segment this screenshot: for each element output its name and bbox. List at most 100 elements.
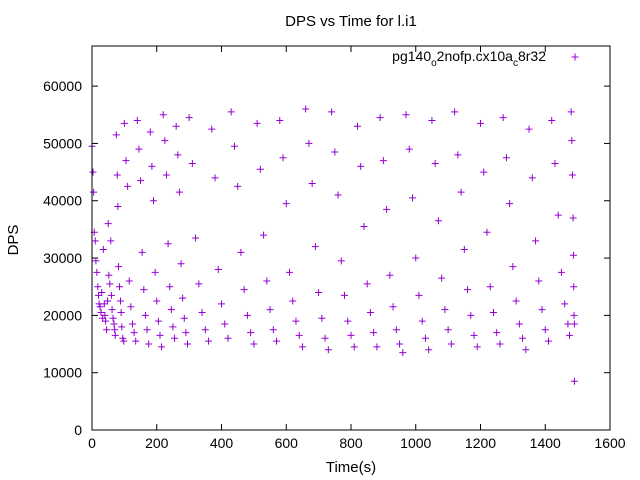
data-point xyxy=(483,228,491,236)
data-point xyxy=(321,334,329,342)
data-point xyxy=(551,159,559,167)
data-point xyxy=(182,329,190,337)
data-point xyxy=(569,251,577,259)
data-point xyxy=(179,294,187,302)
data-point xyxy=(159,111,167,119)
data-point xyxy=(89,168,97,176)
y-tick-label: 60000 xyxy=(43,78,82,94)
data-point xyxy=(344,317,352,325)
data-point xyxy=(151,268,159,276)
data-point xyxy=(127,303,135,311)
data-point xyxy=(486,283,494,291)
data-point xyxy=(104,297,112,305)
data-point xyxy=(324,346,332,354)
data-point xyxy=(541,326,549,334)
data-point xyxy=(161,137,169,145)
data-point xyxy=(256,165,264,173)
data-point xyxy=(263,277,271,285)
data-point xyxy=(120,119,128,127)
data-point xyxy=(143,326,151,334)
x-axis-ticks: 0 200 400 600 800 1000 1200 1400 1600 xyxy=(88,46,626,451)
data-point xyxy=(91,237,99,245)
y-axis-label: DPS xyxy=(5,225,22,256)
data-point xyxy=(141,311,149,319)
plot-frame xyxy=(91,45,611,431)
data-point xyxy=(564,320,572,328)
data-point xyxy=(289,297,297,305)
data-point xyxy=(522,346,530,354)
x-tick-label: 800 xyxy=(339,435,363,451)
data-point xyxy=(240,286,248,294)
data-point xyxy=(96,303,104,311)
data-point xyxy=(175,188,183,196)
data-point xyxy=(140,286,148,294)
data-point xyxy=(409,194,417,202)
data-point xyxy=(227,108,235,116)
data-point xyxy=(451,108,459,116)
data-point xyxy=(425,346,433,354)
data-point xyxy=(415,291,423,299)
data-point xyxy=(130,329,138,337)
data-point xyxy=(441,306,449,314)
data-point xyxy=(125,277,133,285)
data-point xyxy=(90,188,98,196)
data-point xyxy=(269,326,277,334)
data-point xyxy=(110,320,118,328)
data-point xyxy=(109,314,117,322)
data-point xyxy=(93,268,101,276)
data-point xyxy=(172,122,180,130)
data-point xyxy=(247,329,255,337)
data-point xyxy=(298,343,306,351)
data-point xyxy=(106,280,114,288)
y-tick-label: 30000 xyxy=(43,250,82,266)
data-point xyxy=(192,234,200,242)
data-point xyxy=(454,151,462,159)
legend-label-subscript: o xyxy=(431,58,437,69)
data-point xyxy=(331,148,339,156)
data-point xyxy=(234,182,242,190)
data-point xyxy=(107,237,115,245)
data-point xyxy=(99,245,107,253)
data-point xyxy=(554,211,562,219)
data-point xyxy=(122,157,130,165)
data-point xyxy=(103,326,111,334)
data-point xyxy=(169,323,177,331)
data-point xyxy=(341,291,349,299)
data-point xyxy=(569,214,577,222)
data-point xyxy=(383,205,391,213)
data-point xyxy=(489,309,497,317)
data-point xyxy=(538,306,546,314)
legend-plus-marker xyxy=(571,53,579,61)
data-point xyxy=(373,343,381,351)
data-point xyxy=(94,283,102,291)
data-point xyxy=(561,300,569,308)
data-point xyxy=(120,337,128,345)
data-point xyxy=(201,326,209,334)
data-point xyxy=(386,271,394,279)
data-point xyxy=(137,177,145,185)
data-point xyxy=(292,317,300,325)
data-point xyxy=(396,340,404,348)
data-point xyxy=(305,139,313,147)
data-point xyxy=(119,334,127,342)
y-tick-label: 0 xyxy=(74,422,82,438)
data-point xyxy=(208,125,216,133)
data-point xyxy=(412,254,420,262)
data-point xyxy=(512,297,520,305)
data-point xyxy=(124,182,132,190)
data-point xyxy=(548,117,556,125)
y-tick-label: 10000 xyxy=(43,365,82,381)
y-tick-label: 40000 xyxy=(43,193,82,209)
data-point xyxy=(214,266,222,274)
data-point xyxy=(467,311,475,319)
data-point xyxy=(376,114,384,122)
data-point xyxy=(100,300,108,308)
data-point xyxy=(528,174,536,182)
data-point xyxy=(162,171,170,179)
data-point xyxy=(188,159,196,167)
x-tick-label: 1000 xyxy=(400,435,431,451)
data-point xyxy=(544,337,552,345)
legend-label-part: 8r32 xyxy=(518,48,546,64)
y-tick-label: 50000 xyxy=(43,135,82,151)
